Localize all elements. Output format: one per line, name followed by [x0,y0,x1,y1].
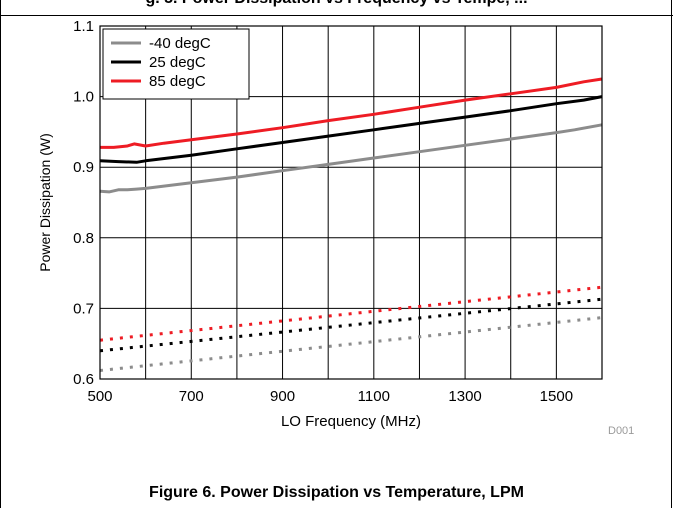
y-tick-label: 0.6 [73,371,94,388]
series-layer [99,77,603,372]
plot-border [99,25,603,380]
legend: -40 degC 25 degC 85 degC [102,28,250,100]
x-tick-label: 1100 [358,388,390,405]
dotted-series-line-3 [99,316,603,372]
dotted-series-line-4 [99,297,603,353]
series-line-2 [100,77,603,149]
y-tick-label: 1.0 [73,89,94,106]
x-tick-label: 1300 [448,388,481,405]
x-axis-label: LO Frequency (MHz) [281,413,421,430]
x-tick-label: 500 [87,388,112,405]
left-border [0,0,1,508]
x-tick-label: 700 [179,388,204,405]
x-tick-label: 1500 [540,388,573,405]
y-axis-label: Power Dissipation (W) [37,133,53,271]
y-tick-label: 1.1 [73,18,94,35]
y-tick-label: 0.8 [73,230,94,247]
x-tick-label: 900 [270,388,295,405]
series-line-1 [99,95,603,164]
y-tick-labels: 0.6 0.7 0.8 0.9 1.0 1.1 [73,18,94,388]
series-line-0 [99,123,603,194]
chart-id-label: D001 [608,425,634,437]
right-border [671,0,672,508]
x-tick-labels: 500 700 900 1100 1300 1500 [87,388,573,405]
title-divider [0,15,673,16]
y-tick-label: 0.7 [73,300,94,317]
figure-caption: Figure 6. Power Dissipation vs Temperatu… [149,484,524,501]
y-tick-label: 0.9 [73,159,94,176]
legend-label: -40 degC [149,35,211,52]
legend-label: 25 degC [149,54,206,71]
dotted-series-line-5 [99,285,603,342]
figure-title-fragment: g. 5. Power Dissipation vs Frequency vs … [0,0,673,8]
legend-box [102,28,250,100]
legend-label: 85 degC [149,73,206,90]
